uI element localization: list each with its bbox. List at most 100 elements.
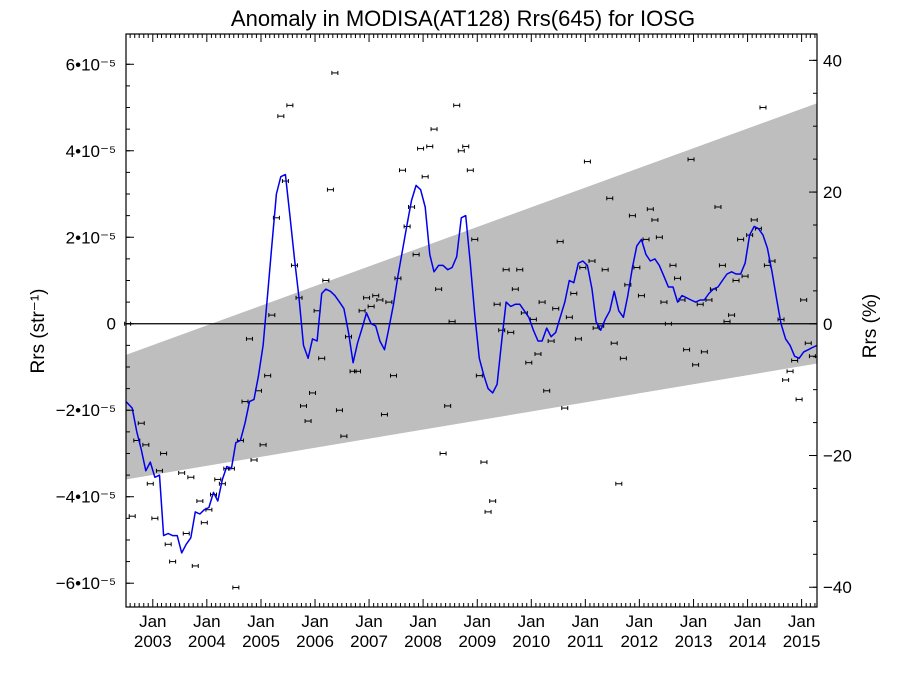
data-point xyxy=(372,293,380,298)
data-point xyxy=(363,295,371,300)
data-point xyxy=(435,287,443,292)
data-point xyxy=(200,520,208,525)
data-point xyxy=(737,237,745,242)
data-point xyxy=(340,434,348,439)
data-point xyxy=(484,509,492,514)
data-point xyxy=(502,267,510,272)
data-point xyxy=(759,105,767,110)
plot-frame xyxy=(125,33,818,608)
data-point xyxy=(570,291,578,296)
data-point xyxy=(475,373,483,378)
data-point xyxy=(304,419,312,424)
x-tick-label-month: Jan xyxy=(355,612,382,631)
data-point xyxy=(380,412,388,417)
data-point xyxy=(633,265,641,270)
data-point xyxy=(538,300,546,305)
data-point xyxy=(700,349,708,354)
y-tick-label-left: −2•10⁻⁵ xyxy=(56,401,116,420)
data-point xyxy=(777,317,785,322)
data-point xyxy=(579,265,587,270)
y-axis-title-right: Rrs (%) xyxy=(860,294,881,358)
data-point xyxy=(318,356,326,361)
data-point xyxy=(155,468,163,473)
data-point xyxy=(466,168,474,173)
data-point xyxy=(218,481,226,486)
data-point xyxy=(259,442,267,447)
data-point xyxy=(615,481,623,486)
x-tick-label-month: Jan xyxy=(572,612,599,631)
x-tick-label-year: 2005 xyxy=(242,632,280,651)
data-point xyxy=(299,403,307,408)
data-point xyxy=(565,315,573,320)
data-point xyxy=(692,362,700,367)
data-point xyxy=(358,308,366,313)
data-point xyxy=(791,358,799,363)
y-tick-label-left: 6•10⁻⁵ xyxy=(66,55,116,74)
y-tick-label-right: 20 xyxy=(823,183,842,202)
data-point xyxy=(732,278,740,283)
x-tick-label-year: 2008 xyxy=(404,632,442,651)
data-point xyxy=(683,347,691,352)
data-point xyxy=(516,267,524,272)
data-point xyxy=(264,373,272,378)
data-point xyxy=(182,531,190,536)
x-tick-label-month: Jan xyxy=(409,612,436,631)
data-point xyxy=(290,263,298,268)
trend-band xyxy=(126,103,817,480)
y-tick-label-right: 0 xyxy=(823,315,832,334)
x-tick-label-year: 2004 xyxy=(188,632,226,651)
data-point xyxy=(232,585,240,590)
data-point xyxy=(146,481,154,486)
data-point xyxy=(462,144,470,149)
x-tick-label-year: 2013 xyxy=(675,632,713,651)
data-point xyxy=(412,252,420,257)
y-tick-label-right: 40 xyxy=(823,51,842,70)
y-tick-label-left: −6•10⁻⁵ xyxy=(56,574,116,593)
data-point xyxy=(552,306,560,311)
data-point xyxy=(574,336,582,341)
data-point xyxy=(191,563,199,568)
y-tick-label-left: 2•10⁻⁵ xyxy=(66,228,116,247)
data-point xyxy=(750,217,758,222)
data-point xyxy=(335,408,343,413)
data-point xyxy=(588,259,596,264)
x-tick-label-month: Jan xyxy=(626,612,653,631)
data-point xyxy=(245,336,253,341)
data-point xyxy=(426,144,434,149)
data-point xyxy=(448,319,456,324)
data-point xyxy=(534,352,542,357)
data-point xyxy=(493,302,501,307)
data-point xyxy=(507,330,515,335)
data-point xyxy=(795,397,803,402)
chart-title: Anomaly in MODISA(AT128) Rrs(645) for IO… xyxy=(231,6,695,31)
data-point xyxy=(718,263,726,268)
data-point xyxy=(674,276,682,281)
data-point xyxy=(696,302,704,307)
data-point xyxy=(660,300,668,305)
data-point xyxy=(628,213,636,218)
data-point xyxy=(376,297,384,302)
data-point xyxy=(241,399,249,404)
x-tick-label-year: 2003 xyxy=(134,632,172,651)
x-tick-label-year: 2012 xyxy=(620,632,658,651)
x-tick-label-year: 2011 xyxy=(567,632,604,651)
data-point xyxy=(160,451,168,456)
data-points xyxy=(124,70,816,590)
x-tick-label-month: Jan xyxy=(247,612,274,631)
data-point xyxy=(642,237,650,242)
data-point xyxy=(655,235,663,240)
y-tick-label-left: 4•10⁻⁵ xyxy=(66,142,116,161)
data-point xyxy=(601,267,609,272)
x-tick-label-month: Jan xyxy=(518,612,545,631)
data-point xyxy=(142,442,150,447)
data-point xyxy=(164,542,172,547)
data-point xyxy=(556,239,564,244)
data-point xyxy=(286,103,294,108)
data-point xyxy=(250,457,258,462)
data-point xyxy=(444,403,452,408)
y-tick-label-right: −40 xyxy=(823,578,852,597)
data-point xyxy=(669,263,677,268)
x-tick-label-month: Jan xyxy=(788,612,815,631)
data-point xyxy=(606,196,614,201)
